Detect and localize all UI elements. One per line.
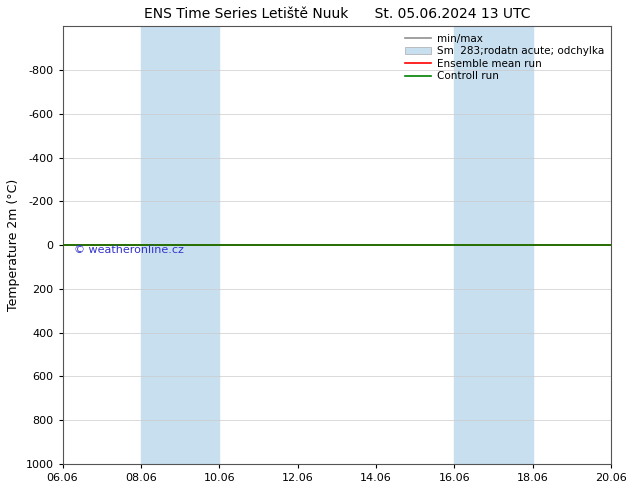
Bar <box>141 26 219 464</box>
Text: © weatheronline.cz: © weatheronline.cz <box>74 245 183 254</box>
Title: ENS Time Series Letiště Nuuk      St. 05.06.2024 13 UTC: ENS Time Series Letiště Nuuk St. 05.06.2… <box>144 7 530 21</box>
Y-axis label: Temperature 2m (°C): Temperature 2m (°C) <box>7 179 20 311</box>
Legend: min/max, Sm  283;rodatn acute; odchylka, Ensemble mean run, Controll run: min/max, Sm 283;rodatn acute; odchylka, … <box>403 31 606 83</box>
Bar <box>455 26 533 464</box>
